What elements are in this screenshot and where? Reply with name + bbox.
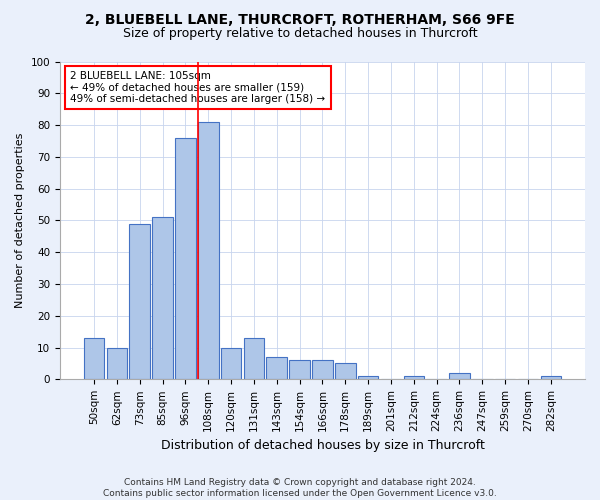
Text: 2 BLUEBELL LANE: 105sqm
← 49% of detached houses are smaller (159)
49% of semi-d: 2 BLUEBELL LANE: 105sqm ← 49% of detache… [70, 71, 326, 104]
Bar [107, 348, 127, 380]
Bar [358, 376, 379, 380]
Bar [335, 364, 356, 380]
Bar [266, 357, 287, 380]
Text: Contains HM Land Registry data © Crown copyright and database right 2024.
Contai: Contains HM Land Registry data © Crown c… [103, 478, 497, 498]
Bar [404, 376, 424, 380]
Bar [221, 348, 241, 380]
Text: 2, BLUEBELL LANE, THURCROFT, ROTHERHAM, S66 9FE: 2, BLUEBELL LANE, THURCROFT, ROTHERHAM, … [85, 12, 515, 26]
Bar [289, 360, 310, 380]
Text: Size of property relative to detached houses in Thurcroft: Size of property relative to detached ho… [122, 28, 478, 40]
X-axis label: Distribution of detached houses by size in Thurcroft: Distribution of detached houses by size … [161, 440, 484, 452]
Bar [449, 373, 470, 380]
Bar [152, 217, 173, 380]
Y-axis label: Number of detached properties: Number of detached properties [15, 132, 25, 308]
Bar [175, 138, 196, 380]
Bar [84, 338, 104, 380]
Bar [312, 360, 333, 380]
Bar [198, 122, 218, 380]
Bar [130, 224, 150, 380]
Bar [541, 376, 561, 380]
Bar [244, 338, 264, 380]
